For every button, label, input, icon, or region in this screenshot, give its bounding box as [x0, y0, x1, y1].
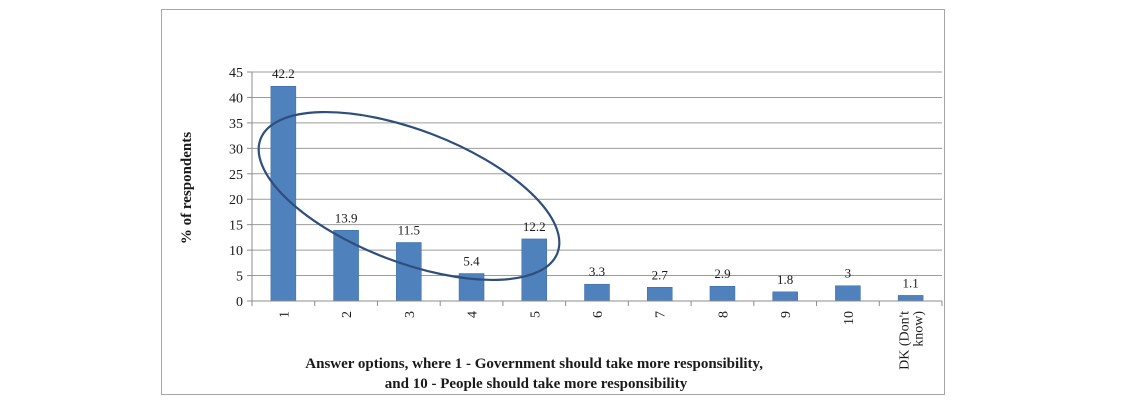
- bar-dk-don-t-know-: [897, 295, 924, 302]
- data-label: 13.9: [335, 210, 358, 225]
- x-tick-label: 3: [403, 311, 418, 318]
- y-tick-label: 15: [229, 219, 243, 234]
- y-tick-label: 20: [229, 193, 243, 208]
- bar-9: [772, 291, 798, 302]
- x-axis-title: Answer options, where 1 - Government sho…: [305, 356, 766, 392]
- data-label: 42.2: [272, 66, 295, 81]
- data-label: 1.8: [777, 272, 793, 287]
- y-tick-label: 45: [229, 66, 243, 81]
- x-tick-label: know): [912, 311, 927, 347]
- x-tick-label: 1: [277, 311, 292, 318]
- chart-frame: 0 5 10 15 20 25 30 35 40 45 1 2 3 4 5 6 7 8 9 10 DK (Don't k…: [161, 9, 945, 395]
- x-axis-title-line-1: Answer options, where 1 - Government sho…: [305, 356, 763, 372]
- data-label: 11.5: [398, 222, 420, 237]
- data-label: 2.7: [652, 267, 669, 282]
- axes: [247, 71, 943, 306]
- bar-7: [646, 287, 673, 302]
- x-axis-title-line-2: and 10 - People should take more respons…: [385, 376, 688, 392]
- data-label: 3.3: [589, 264, 605, 279]
- bar-3: [396, 242, 422, 302]
- data-label: 5.4: [463, 254, 480, 269]
- x-tick-label: 2: [340, 311, 355, 318]
- y-tick-label: 5: [236, 270, 243, 285]
- data-label: 2.9: [714, 266, 730, 281]
- x-tick-label: 4: [466, 311, 481, 318]
- x-tick-label: 9: [779, 311, 794, 318]
- bar-6: [584, 283, 610, 302]
- y-tick-label: 0: [236, 295, 243, 310]
- y-tick-label: 35: [229, 117, 243, 132]
- data-label: 12.2: [523, 219, 546, 234]
- y-tick-label: 10: [229, 244, 243, 259]
- y-tick-label: 40: [229, 91, 243, 106]
- x-tick-label: 6: [591, 311, 606, 318]
- data-label: 3: [845, 266, 852, 281]
- x-tick-labels: 1 2 3 4 5 6 7 8 9 10 DK (Don't know): [277, 311, 926, 370]
- x-tick-label: 10: [842, 311, 857, 325]
- x-tick-label: 5: [528, 311, 543, 318]
- bar-10: [835, 285, 861, 302]
- y-tick-labels: 0 5 10 15 20 25 30 35 40 45: [229, 66, 243, 310]
- data-labels: 42.2 13.9 11.5 5.4 12.2 3.3 2.7 2.9 1.8 3 1.1: [272, 66, 919, 290]
- x-tick-label: 7: [654, 311, 669, 318]
- y-tick-label: 25: [229, 168, 243, 183]
- annotations: [257, 110, 561, 282]
- y-tick-label: 30: [229, 142, 243, 157]
- annotation-ellipse: [257, 110, 561, 282]
- y-axis-title: % of respondents: [179, 132, 195, 244]
- data-label: 1.1: [903, 275, 919, 290]
- x-tick-label: DK (Don't: [898, 311, 913, 370]
- bar-8: [709, 285, 736, 302]
- x-tick-label: 8: [716, 311, 731, 318]
